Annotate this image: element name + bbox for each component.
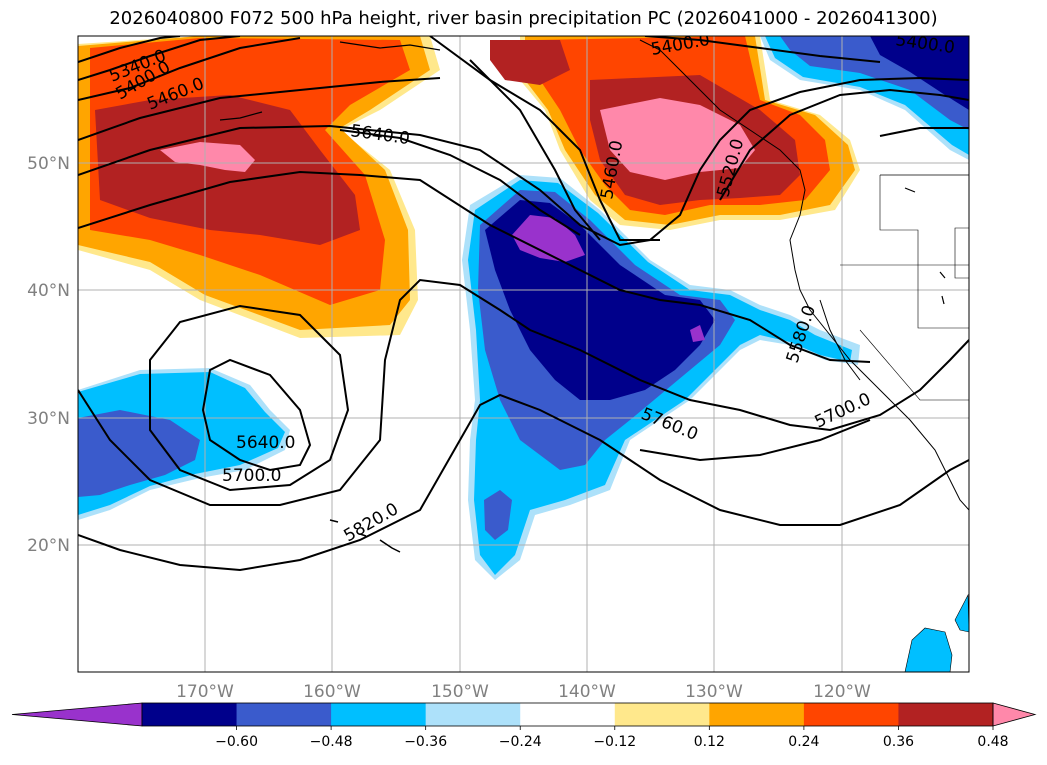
lon-label-150w: 150°W — [431, 682, 489, 702]
positive-anomaly-ne-extreme — [600, 98, 755, 180]
colorbar-segment — [425, 703, 521, 726]
contour-label: 5640.0 — [236, 433, 295, 453]
lon-label-160w: 160°W — [303, 682, 361, 702]
colorbar-extend-low — [11, 702, 143, 727]
colorbar-tick-label: 0.24 — [788, 734, 819, 750]
latitude-labels: 50°N 40°N 30°N 20°N — [27, 154, 70, 556]
colorbar-segment — [614, 703, 710, 726]
colorbar-segment — [520, 703, 616, 726]
colorbar-outline — [141, 702, 994, 727]
colorbar-segment — [331, 703, 427, 726]
map-title: 2026040800 F072 500 hPa height, river ba… — [109, 8, 938, 29]
colorbar-segment — [709, 703, 805, 726]
colorbar: −0.60 −0.48 −0.36 −0.24 −0.12 0.12 0.24 0.36 0.4… — [11, 702, 1037, 750]
lon-label-170w: 170°W — [176, 682, 234, 702]
map-frame — [77, 35, 970, 673]
colorbar-tick-label: −0.24 — [499, 734, 542, 750]
lat-label-20n: 20°N — [27, 536, 70, 556]
lon-label-130w: 130°W — [685, 682, 743, 702]
positive-anomaly-nw-extreme — [160, 142, 255, 172]
lat-label-30n: 30°N — [27, 409, 70, 429]
colorbar-tick-label: −0.36 — [404, 734, 447, 750]
precip-fill-layer: 5340.0 5400.0 5460.0 5640.0 5400.0 5460.… — [78, 36, 969, 672]
height-contours — [78, 36, 969, 572]
colorbar-segment — [803, 703, 899, 726]
colorbar-extend-high — [992, 702, 1037, 727]
colorbar-tick-label: 0.12 — [694, 734, 725, 750]
colorbar-segment — [236, 703, 332, 726]
colorbar-tick-label: −0.48 — [310, 734, 353, 750]
contour-label: 5700.0 — [222, 466, 281, 486]
map-panel: 5340.0 5400.0 5460.0 5640.0 5400.0 5460.… — [77, 35, 970, 673]
colorbar-segment — [142, 703, 238, 726]
lat-label-50n: 50°N — [27, 154, 70, 174]
colorbar-tick-label: −0.12 — [593, 734, 636, 750]
negative-anomaly-se-1 — [904, 627, 953, 672]
negative-anomaly-se-2 — [954, 593, 969, 633]
coastlines — [219, 39, 969, 553]
negative-anomaly-corner-strong — [870, 36, 969, 110]
lat-label-40n: 40°N — [27, 281, 70, 301]
lon-label-140w: 140°W — [558, 682, 616, 702]
colorbar-tick-label: 0.36 — [883, 734, 914, 750]
longitude-labels: 170°W 160°W 150°W 140°W 130°W 120°W — [176, 682, 871, 702]
colorbar-segment — [898, 703, 994, 726]
negative-anomaly-central-extreme — [512, 215, 705, 342]
lon-label-120w: 120°W — [813, 682, 871, 702]
negative-anomaly-sw-mid — [78, 410, 200, 497]
colorbar-tick-label: 0.48 — [977, 734, 1008, 750]
colorbar-tick-label: −0.60 — [215, 734, 258, 750]
